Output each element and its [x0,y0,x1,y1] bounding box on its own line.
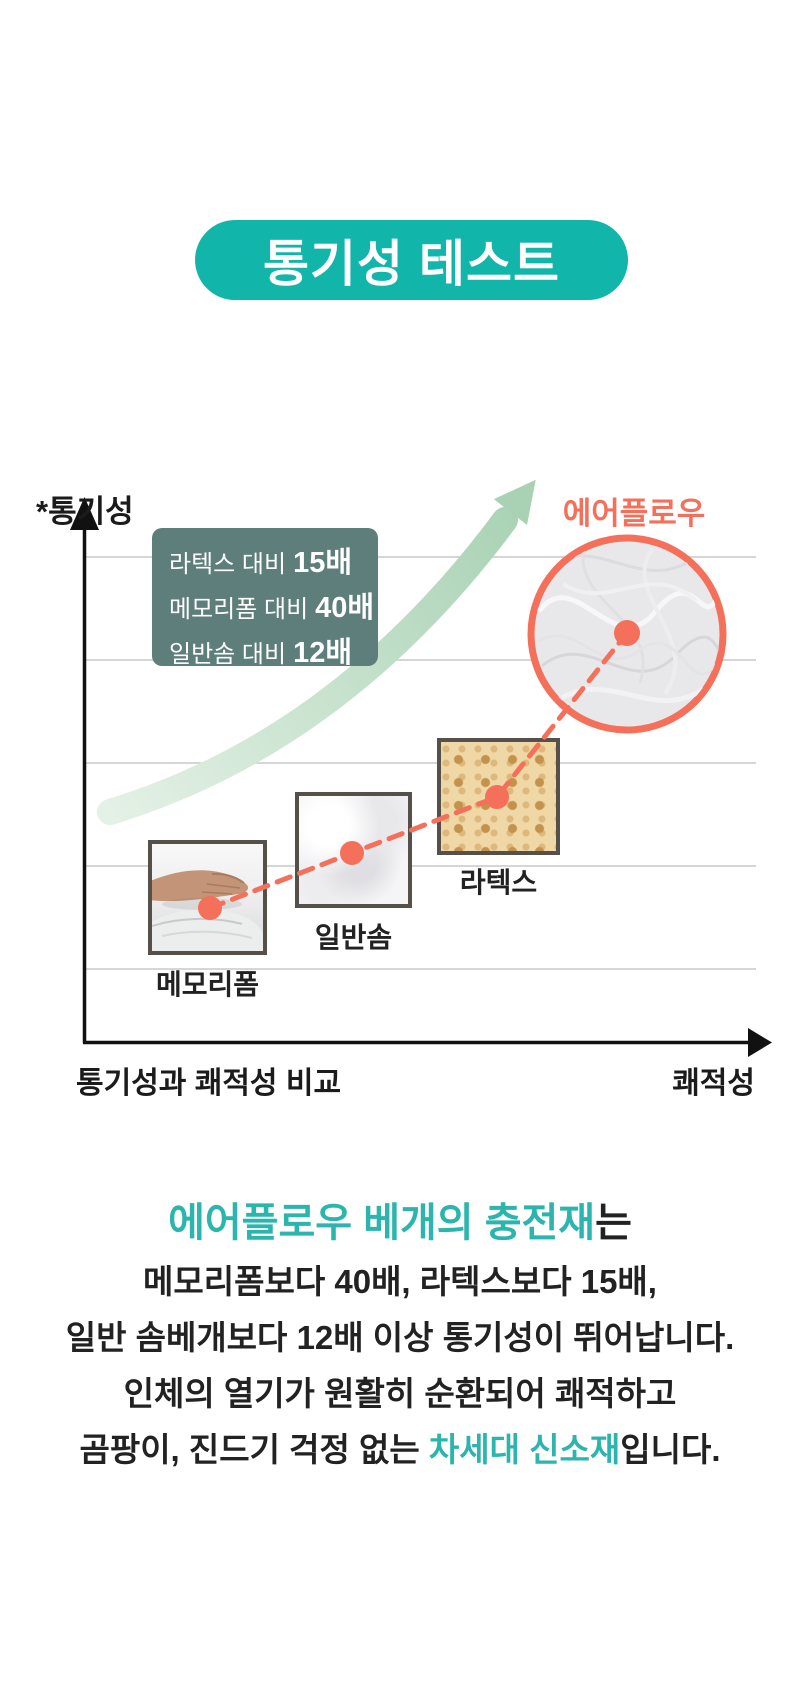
section-title-badge: 통기성 테스트 [195,220,628,300]
trend-dashed-line [207,630,630,911]
y-axis-label: *통기성 [36,494,134,529]
data-point-cotton [340,841,364,865]
desc-line-5: 곰팡이, 진드기 걱정 없는 차세대 신소재입니다. [79,1431,721,1468]
growth-arrow-icon [97,479,536,825]
material-label-latex: 라텍스 [459,867,538,898]
section-title: 통기성 테스트 [263,236,560,292]
x-axis-right-label: 쾌적성 [672,1067,755,1100]
desc-line-4: 인체의 열기가 원활히 순환되어 쾌적하고 [123,1375,677,1412]
airflow-point-label: 에어플로우 [562,496,706,531]
data-point-memoryfoam [198,896,222,920]
desc-line-3: 일반 솜베개보다 12배 이상 통기성이 뛰어납니다. [65,1319,735,1356]
desc-highlight-material: 차세대 신소재 [428,1431,621,1468]
info-line-latex: 라텍스 대비 15배 [169,547,353,579]
y-axis-arrowhead-icon [70,497,99,530]
description-paragraph: 에어플로우 베개의 충전재는 메모리폼보다 40배, 라텍스보다 15배, 일반… [0,1192,800,1478]
fiber-texture [537,543,720,703]
info-line-cotton: 일반솜 대비 12배 [169,637,353,669]
x-axis-caption: 통기성과 쾌적성 비교 [76,1067,342,1100]
x-axis [83,1028,772,1057]
data-point-airflow [614,620,640,646]
desc-highlight-filling: 에어플로우 베개의 충전재 [168,1201,596,1245]
material-label-memoryfoam: 메모리폼 [155,969,260,1000]
material-label-cotton: 일반솜 [314,922,393,953]
data-point-latex [485,785,509,809]
info-line-memoryfoam: 메모리폼 대비 40배 [169,592,375,624]
comparison-info-box: 라텍스 대비 15배 메모리폼 대비 40배 일반솜 대비 12배 [152,528,378,669]
y-axis [70,497,99,1043]
desc-line-2: 메모리폼보다 40배, 라텍스보다 15배, [143,1263,657,1300]
desc-line-1: 에어플로우 베개의 충전재는 [168,1201,632,1245]
x-axis-arrowhead-icon [748,1028,772,1057]
